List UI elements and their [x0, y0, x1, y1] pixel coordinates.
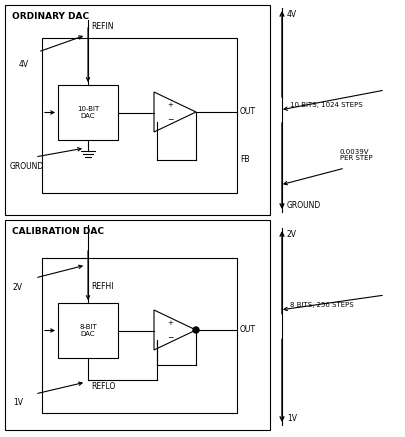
Bar	[58, 85, 118, 140]
Bar	[5, 5, 269, 215]
Bar	[5, 220, 269, 430]
Bar	[58, 303, 118, 358]
Text: 8-BIT
DAC: 8-BIT DAC	[79, 324, 97, 337]
Text: 2V: 2V	[286, 230, 296, 239]
Polygon shape	[153, 92, 196, 132]
Text: FB: FB	[239, 156, 249, 164]
Text: 0.0039V
PER STEP: 0.0039V PER STEP	[339, 149, 372, 162]
Bar	[42, 258, 237, 413]
Text: 4V: 4V	[19, 60, 29, 69]
Text: GROUND: GROUND	[10, 162, 44, 171]
Text: REFLO: REFLO	[91, 382, 115, 391]
Text: 8 BITS, 256 STEPS: 8 BITS, 256 STEPS	[289, 302, 353, 308]
Text: 1V: 1V	[286, 414, 296, 423]
Polygon shape	[153, 310, 196, 350]
Text: 10-BIT
DAC: 10-BIT DAC	[77, 106, 99, 119]
Text: −: −	[166, 114, 173, 124]
Text: 10 BITS, 1024 STEPS: 10 BITS, 1024 STEPS	[289, 102, 362, 108]
Text: 2V: 2V	[13, 283, 23, 292]
Text: OUT: OUT	[239, 108, 256, 117]
Bar	[42, 38, 237, 193]
Text: OUT: OUT	[239, 326, 256, 334]
Text: GROUND: GROUND	[286, 201, 320, 210]
Text: ORDINARY DAC: ORDINARY DAC	[12, 12, 89, 21]
Text: CALIBRATION DAC: CALIBRATION DAC	[12, 227, 104, 236]
Text: +: +	[166, 320, 173, 326]
Text: 4V: 4V	[286, 10, 296, 19]
Text: +: +	[166, 102, 173, 108]
Text: −: −	[166, 333, 173, 342]
Text: REFHI: REFHI	[91, 282, 113, 291]
Circle shape	[192, 327, 198, 333]
Text: REFIN: REFIN	[91, 22, 113, 31]
Text: 1V: 1V	[13, 398, 23, 407]
